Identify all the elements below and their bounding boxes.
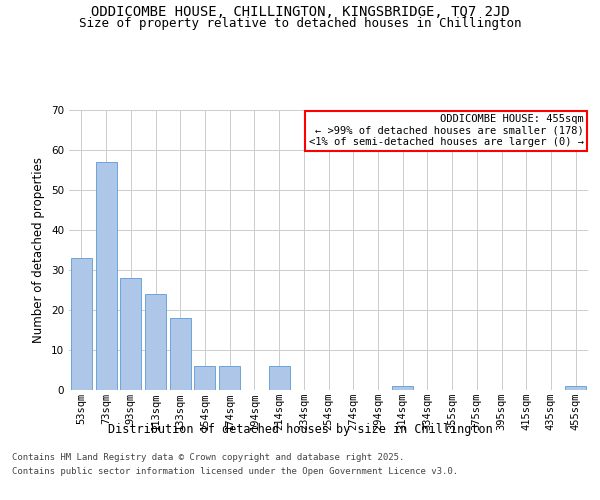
Text: ODDICOMBE HOUSE: 455sqm
← >99% of detached houses are smaller (178)
<1% of semi-: ODDICOMBE HOUSE: 455sqm ← >99% of detach…	[309, 114, 584, 148]
Bar	[269, 366, 290, 390]
Bar	[120, 278, 141, 390]
Text: Contains HM Land Registry data © Crown copyright and database right 2025.: Contains HM Land Registry data © Crown c…	[12, 454, 404, 462]
Bar	[392, 386, 413, 390]
Bar	[565, 386, 586, 390]
Text: Contains public sector information licensed under the Open Government Licence v3: Contains public sector information licen…	[12, 467, 458, 476]
Bar	[219, 366, 240, 390]
Text: Size of property relative to detached houses in Chillington: Size of property relative to detached ho…	[79, 18, 521, 30]
Bar	[170, 318, 191, 390]
Text: Distribution of detached houses by size in Chillington: Distribution of detached houses by size …	[107, 422, 493, 436]
Bar	[71, 258, 92, 390]
Bar	[145, 294, 166, 390]
Text: ODDICOMBE HOUSE, CHILLINGTON, KINGSBRIDGE, TQ7 2JD: ODDICOMBE HOUSE, CHILLINGTON, KINGSBRIDG…	[91, 5, 509, 19]
Bar	[95, 162, 116, 390]
Bar	[194, 366, 215, 390]
Y-axis label: Number of detached properties: Number of detached properties	[32, 157, 46, 343]
